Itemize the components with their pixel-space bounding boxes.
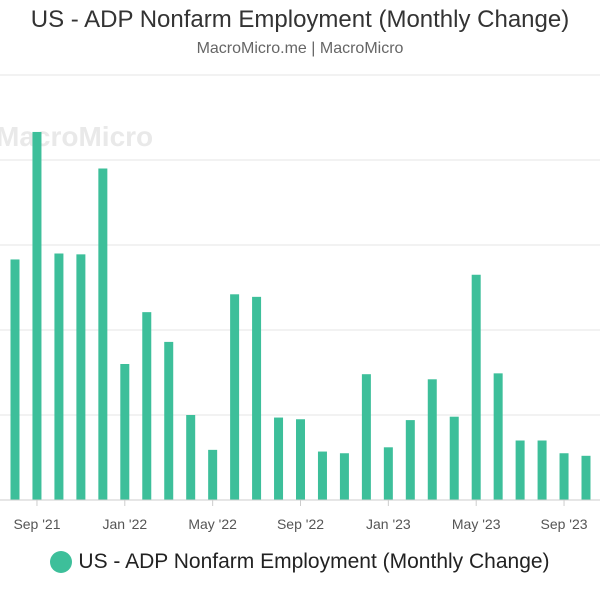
legend[interactable]: US - ADP Nonfarm Employment (Monthly Cha… bbox=[0, 550, 600, 574]
watermark: MacroMicro bbox=[0, 121, 153, 152]
bar[interactable] bbox=[537, 440, 547, 501]
bar[interactable] bbox=[54, 253, 64, 501]
legend-label: US - ADP Nonfarm Employment (Monthly Cha… bbox=[78, 550, 550, 573]
x-tick-label: Sep '21 bbox=[13, 516, 60, 532]
x-tick-label: Jan '23 bbox=[366, 516, 411, 532]
bar[interactable] bbox=[559, 453, 569, 500]
bar[interactable] bbox=[76, 254, 86, 500]
bar[interactable] bbox=[515, 440, 525, 501]
bars bbox=[10, 131, 591, 501]
bar[interactable] bbox=[208, 449, 218, 500]
bar[interactable] bbox=[361, 374, 371, 500]
bar[interactable] bbox=[142, 312, 152, 500]
bar[interactable] bbox=[120, 364, 130, 500]
bar[interactable] bbox=[581, 455, 591, 500]
x-tick-label: Sep '23 bbox=[541, 516, 588, 532]
x-tick-label: Jan '22 bbox=[102, 516, 147, 532]
x-tick-label: May '23 bbox=[452, 516, 501, 532]
bar[interactable] bbox=[383, 447, 393, 500]
x-tick-label: May '22 bbox=[188, 516, 237, 532]
bar[interactable] bbox=[449, 416, 459, 500]
bar[interactable] bbox=[471, 274, 481, 500]
x-axis-ticks: Sep '21 Jan '22 May '22 Sep '22 Jan '23 May '… bbox=[13, 500, 588, 532]
bar[interactable] bbox=[252, 296, 262, 500]
bar[interactable] bbox=[32, 131, 42, 500]
bar[interactable] bbox=[427, 379, 437, 500]
bar[interactable] bbox=[10, 259, 20, 500]
chart-subtitle: MacroMicro.me | MacroMicro bbox=[196, 40, 404, 57]
bar[interactable] bbox=[274, 417, 284, 500]
bar[interactable] bbox=[317, 451, 327, 500]
x-tick-label: Sep '22 bbox=[277, 516, 324, 532]
bar[interactable] bbox=[230, 294, 240, 500]
bar[interactable] bbox=[186, 415, 196, 500]
legend-marker-icon bbox=[50, 551, 73, 573]
chart-title: US - ADP Nonfarm Employment (Monthly Cha… bbox=[30, 6, 570, 33]
bar[interactable] bbox=[405, 420, 415, 500]
bar[interactable] bbox=[164, 341, 174, 500]
bar[interactable] bbox=[493, 373, 503, 500]
bar[interactable] bbox=[296, 419, 305, 500]
bar[interactable] bbox=[98, 168, 108, 501]
bar[interactable] bbox=[339, 453, 349, 500]
